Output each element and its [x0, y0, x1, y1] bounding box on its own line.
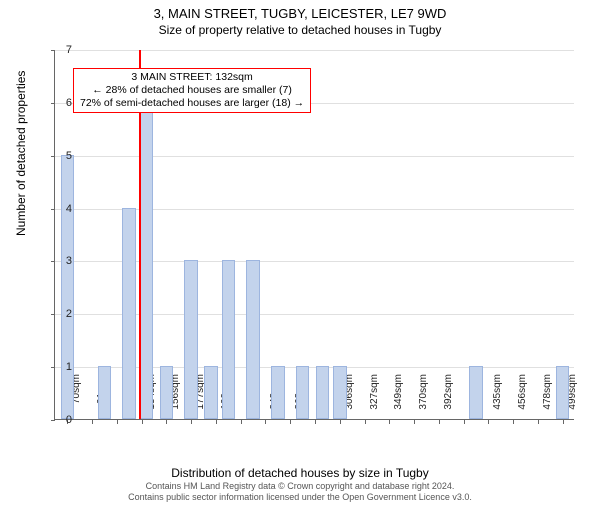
plot-area: 70sqm91sqm113sqm134sqm156sqm177sqm199sqm… — [54, 50, 574, 420]
annotation-line: 3 MAIN STREET: 132sqm — [80, 71, 304, 84]
xtick-mark — [513, 420, 514, 424]
bar — [333, 366, 347, 419]
bar — [122, 208, 136, 419]
footer-line-2: Contains public sector information licen… — [0, 492, 600, 503]
bar — [556, 366, 570, 419]
annotation-box: 3 MAIN STREET: 132sqm← 28% of detached h… — [73, 68, 311, 113]
xtick-mark — [389, 420, 390, 424]
xtick-mark — [538, 420, 539, 424]
ytick-label: 5 — [52, 150, 72, 162]
bar — [222, 260, 236, 419]
xtick-mark — [488, 420, 489, 424]
xtick-mark — [92, 420, 93, 424]
bar — [469, 366, 483, 419]
bar — [61, 155, 75, 419]
chart-area: 70sqm91sqm113sqm134sqm156sqm177sqm199sqm… — [54, 50, 574, 420]
annotation-line: 72% of semi-detached houses are larger (… — [80, 97, 304, 110]
xtick-label: 478sqm — [542, 374, 553, 424]
bar — [316, 366, 330, 419]
bar — [140, 102, 154, 419]
xtick-mark — [241, 420, 242, 424]
xtick-label: 327sqm — [369, 374, 380, 424]
bar — [204, 366, 218, 419]
xtick-mark — [265, 420, 266, 424]
ytick-label: 4 — [52, 203, 72, 215]
bar — [271, 366, 285, 419]
gridline — [55, 156, 574, 157]
bar — [296, 366, 310, 419]
xtick-label: 392sqm — [443, 374, 454, 424]
bar — [98, 366, 112, 419]
xtick-label: 435sqm — [492, 374, 503, 424]
bar — [184, 260, 198, 419]
xtick-mark — [563, 420, 564, 424]
xtick-mark — [340, 420, 341, 424]
ytick-label: 6 — [52, 97, 72, 109]
xtick-mark — [142, 420, 143, 424]
xtick-mark — [439, 420, 440, 424]
xtick-mark — [290, 420, 291, 424]
xtick-label: 370sqm — [418, 374, 429, 424]
bar — [160, 366, 174, 419]
xtick-mark — [166, 420, 167, 424]
gridline — [55, 50, 574, 51]
ytick-label: 0 — [52, 414, 72, 426]
xtick-mark — [365, 420, 366, 424]
ytick-label: 2 — [52, 308, 72, 320]
ytick-label: 3 — [52, 255, 72, 267]
x-axis-label: Distribution of detached houses by size … — [0, 466, 600, 480]
footer-line-1: Contains HM Land Registry data © Crown c… — [0, 481, 600, 492]
ytick-label: 7 — [52, 44, 72, 56]
xtick-label: 349sqm — [393, 374, 404, 424]
y-axis-label: Number of detached properties — [14, 71, 28, 236]
bar — [246, 260, 260, 419]
xtick-mark — [191, 420, 192, 424]
chart-subtitle: Size of property relative to detached ho… — [0, 23, 600, 37]
xtick-mark — [414, 420, 415, 424]
xtick-mark — [464, 420, 465, 424]
xtick-mark — [216, 420, 217, 424]
xtick-label: 456sqm — [517, 374, 528, 424]
annotation-line: ← 28% of detached houses are smaller (7) — [80, 84, 304, 97]
chart-title: 3, MAIN STREET, TUGBY, LEICESTER, LE7 9W… — [0, 6, 600, 21]
ytick-label: 1 — [52, 361, 72, 373]
xtick-mark — [117, 420, 118, 424]
xtick-mark — [315, 420, 316, 424]
